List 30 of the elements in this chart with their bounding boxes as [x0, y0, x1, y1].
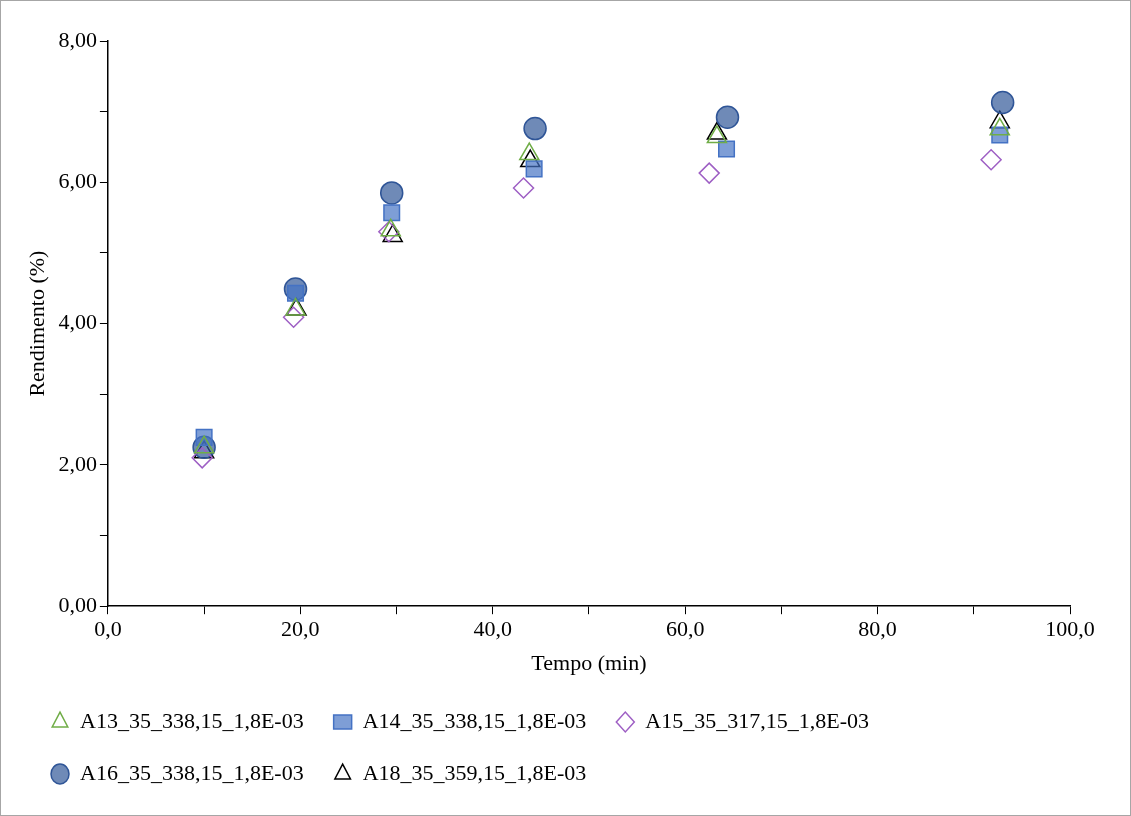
x-tick-label: 20,0	[281, 616, 320, 642]
point	[715, 105, 740, 130]
y-tick-label: 2,00	[58, 450, 97, 476]
point	[191, 447, 213, 469]
x-tick-label: 80,0	[858, 616, 897, 642]
point	[980, 148, 1002, 171]
point	[525, 160, 543, 178]
x-tick-label: 60,0	[665, 616, 705, 642]
point	[523, 116, 547, 141]
legend-label: A13_35_338,15_1,8E-03	[80, 707, 304, 733]
point	[990, 90, 1015, 115]
legend-label: A14_35_338,15_1,8E-03	[362, 707, 587, 733]
x-tick-label: 0,0	[94, 616, 122, 642]
point	[282, 306, 305, 328]
point	[718, 140, 736, 158]
y-tick-label: 8,00	[58, 26, 97, 52]
point	[383, 204, 401, 222]
point	[512, 177, 535, 199]
y-axis-title: Rendimento (%)	[23, 250, 49, 397]
point	[698, 162, 720, 184]
x-tick-label: 40,0	[473, 616, 512, 642]
point	[379, 181, 404, 205]
x-tick-label: 100,0	[1045, 616, 1095, 642]
y-tick-label: 4,00	[58, 309, 97, 335]
y-tick-label: 0,00	[58, 591, 97, 617]
legend-label: A18_35_359,15_1,8E-03	[362, 759, 587, 785]
legend-label: A15_35_317,15_1,8E-03	[645, 707, 869, 733]
x-axis-title: Tempo (min)	[531, 649, 647, 675]
legend-label: A16_35_338,15_1,8E-03	[80, 759, 304, 785]
y-tick-label: 6,00	[58, 168, 97, 194]
